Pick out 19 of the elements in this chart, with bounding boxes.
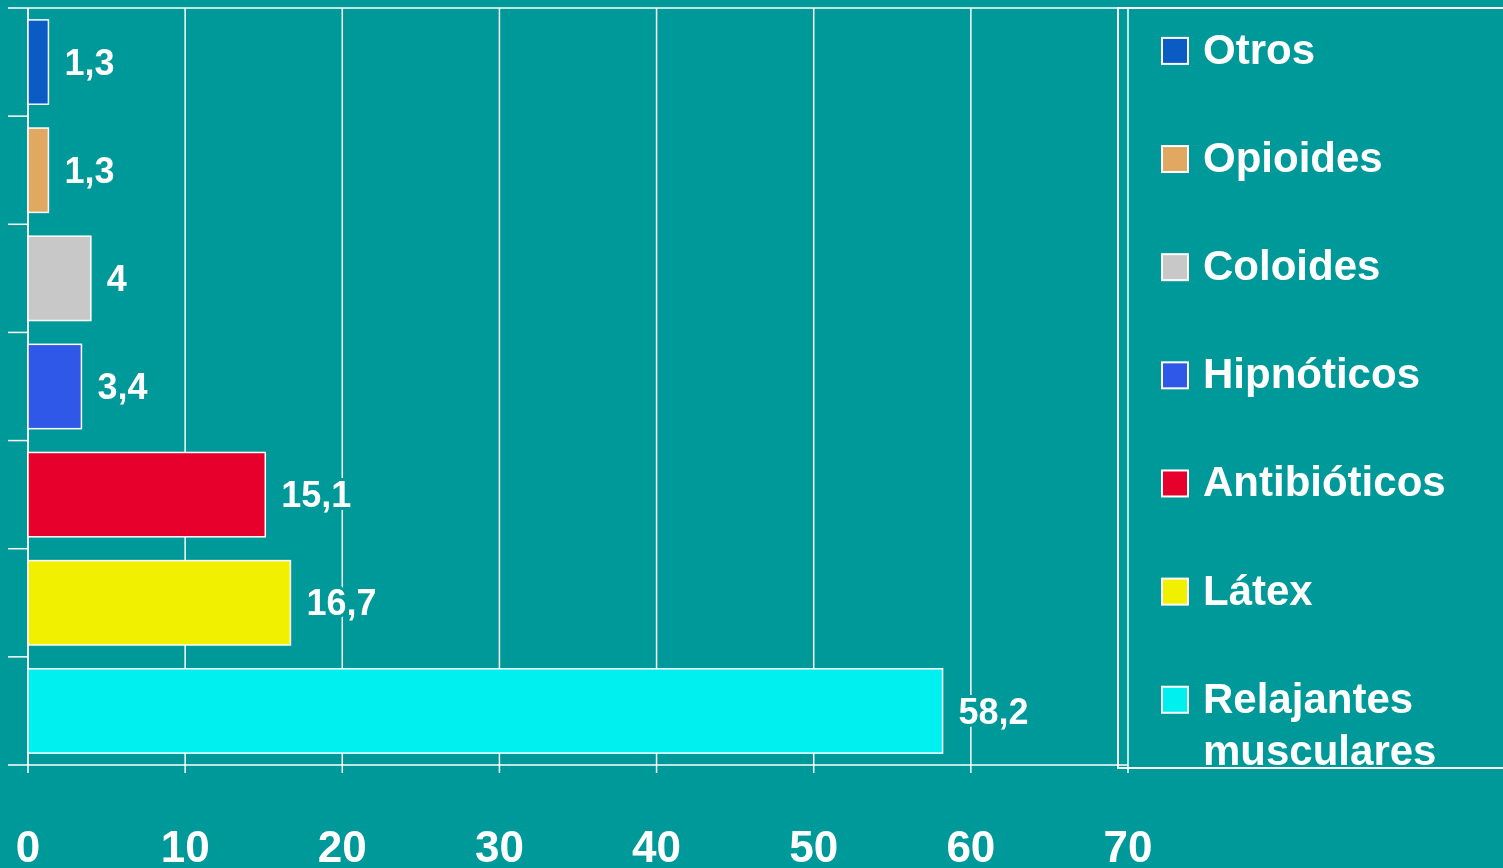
data-label: 3,4 xyxy=(97,366,148,408)
x-tick-label: 40 xyxy=(632,822,682,868)
legend-label: Hipnóticos xyxy=(1203,350,1420,398)
x-tick-label: 60 xyxy=(946,822,996,868)
legend-label: Relajantes musculares xyxy=(1203,674,1437,774)
x-tick-label: 20 xyxy=(317,822,367,868)
legend-label: Opioides xyxy=(1203,134,1383,182)
x-tick-label: 10 xyxy=(160,822,210,868)
legend-label: Coloides xyxy=(1203,242,1381,290)
legend-label: Látex xyxy=(1203,566,1314,614)
x-tick-label: 50 xyxy=(789,822,839,868)
x-tick-label: 30 xyxy=(474,822,524,868)
data-label: 1,3 xyxy=(64,41,115,83)
legend-label: Antibióticos xyxy=(1203,458,1446,506)
x-tick-label: 70 xyxy=(1103,822,1153,868)
legend-label: Otros xyxy=(1203,25,1316,73)
x-tick-label: 0 xyxy=(15,822,41,868)
data-label: 4 xyxy=(106,257,127,299)
data-label: 1,3 xyxy=(64,149,115,191)
